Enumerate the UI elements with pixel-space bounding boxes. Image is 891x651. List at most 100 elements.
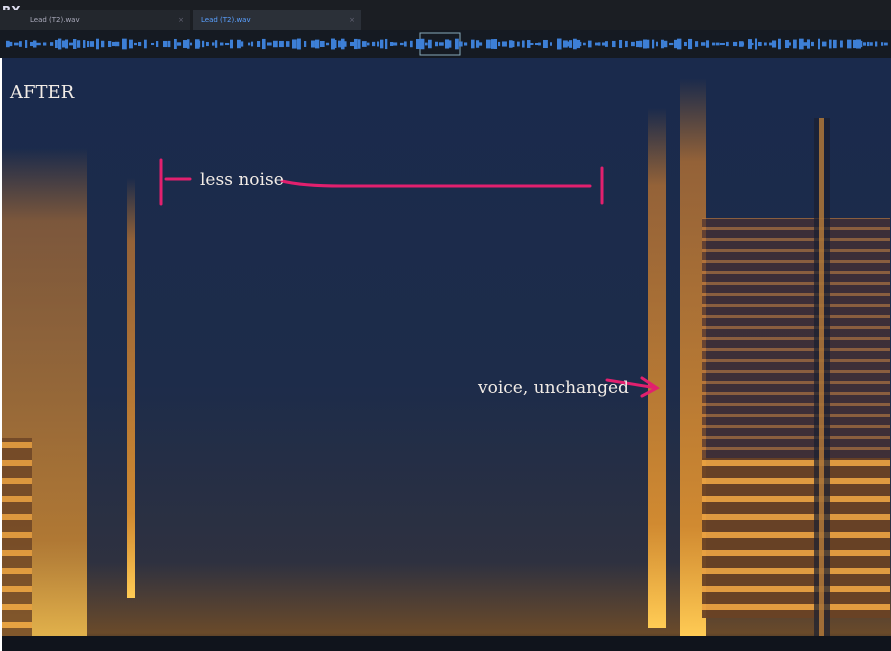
waveform-segment [853, 39, 857, 49]
waveform-segment [569, 40, 573, 48]
waveform-segment [726, 41, 729, 47]
waveform-segment [168, 40, 171, 48]
waveform-segment [543, 39, 548, 49]
waveform-segment [818, 38, 821, 50]
waveform-segment [822, 41, 827, 47]
waveform-segment [643, 39, 648, 49]
waveform-segment [377, 41, 380, 47]
waveform-segment [535, 42, 539, 46]
waveform-segment [748, 39, 752, 49]
waveform-segment [538, 42, 541, 46]
waveform-segment [579, 41, 582, 47]
waveform-segment [87, 40, 90, 48]
waveform-segment [267, 42, 272, 46]
waveform-segment [144, 39, 147, 49]
waveform-segment [122, 38, 127, 50]
waveform-segment [73, 39, 77, 49]
waveform-segment [661, 39, 664, 49]
waveform-segment [664, 40, 668, 48]
waveform-segment [751, 42, 754, 46]
waveform-segment [598, 42, 601, 46]
waveform-segment [803, 42, 808, 46]
waveform-segment [315, 39, 320, 49]
waveform-segment [292, 39, 297, 49]
waveform-segment [701, 42, 706, 46]
waveform-segment [112, 41, 117, 47]
waveform-segment [43, 42, 47, 46]
waveform-segment [90, 41, 95, 47]
waveform-segment [138, 42, 142, 46]
waveform-segment [195, 39, 200, 49]
waveform-segment [840, 40, 843, 48]
waveform-segment [115, 41, 120, 47]
waveform-segment [83, 40, 86, 48]
waveform-segment [464, 42, 468, 46]
waveform-segment [557, 38, 562, 50]
waveform-segment [30, 41, 35, 47]
waveform-segment [829, 39, 832, 49]
waveform-segment [19, 41, 22, 47]
waveform-segment [237, 39, 241, 49]
waveform-segment [625, 40, 628, 48]
waveform-segment [404, 41, 407, 47]
waveform-segment [202, 40, 205, 48]
waveform-segment [206, 41, 209, 47]
tab[interactable]: Lead (T2).wav × [193, 10, 361, 30]
waveform-segment [215, 40, 218, 48]
waveform-segment [764, 42, 767, 46]
waveform-segment [390, 41, 394, 47]
waveform-segment [334, 39, 337, 49]
waveform-segment [96, 38, 99, 50]
waveform-segment [354, 38, 358, 50]
waveform-segment [459, 41, 463, 47]
waveform-segment [669, 42, 674, 46]
waveform-segment [875, 41, 878, 47]
waveform-segment [758, 41, 762, 47]
waveform-segment [241, 41, 244, 47]
waveform-segment [588, 40, 592, 48]
waveform-segment [502, 41, 507, 47]
waveform-segment [62, 40, 65, 48]
waveform-segment [807, 39, 811, 49]
waveform-segment [134, 42, 137, 46]
waveform-segment [174, 38, 177, 50]
waveform-segment [65, 39, 69, 49]
waveform-segment [297, 38, 301, 50]
waveform-segment [177, 42, 182, 46]
waveform-segment [410, 40, 413, 48]
waveform-segment [58, 38, 62, 50]
waveform-segment [720, 42, 725, 46]
waveform-segment [358, 39, 361, 49]
tab[interactable]: Lead (T2).wav × [0, 10, 190, 30]
waveform-segment [198, 40, 201, 48]
waveform-overview[interactable] [0, 30, 891, 58]
waveform-segment [573, 38, 577, 50]
waveform-segment [279, 40, 284, 48]
waveform-segment [530, 42, 534, 46]
tab-title: Lead (T2).wav [30, 16, 80, 24]
waveform-segment [230, 39, 234, 49]
waveform-segment [350, 41, 355, 47]
waveform-segment [706, 40, 710, 48]
waveform-segment [341, 38, 345, 50]
waveform-segment [372, 41, 376, 47]
waveform-segment [50, 42, 54, 46]
waveform-segment [439, 42, 444, 46]
waveform-segment [712, 42, 716, 46]
waveform-segment [304, 41, 307, 47]
waveform-segment [576, 39, 581, 49]
waveform-segment [631, 41, 635, 47]
waveform-segment [273, 40, 278, 48]
spectrogram[interactable]: AFTER less noise voice, unchanged [2, 58, 891, 651]
waveform-segment [9, 41, 13, 47]
waveform-segment [512, 40, 515, 48]
waveform-segment [471, 39, 475, 49]
waveform-segment [674, 39, 679, 49]
waveform-segment [677, 38, 682, 50]
waveform-segment [262, 38, 266, 50]
waveform-segment [6, 40, 10, 48]
waveform-segment [639, 40, 643, 48]
waveform-segment [151, 42, 155, 46]
waveform-segment [190, 42, 193, 46]
